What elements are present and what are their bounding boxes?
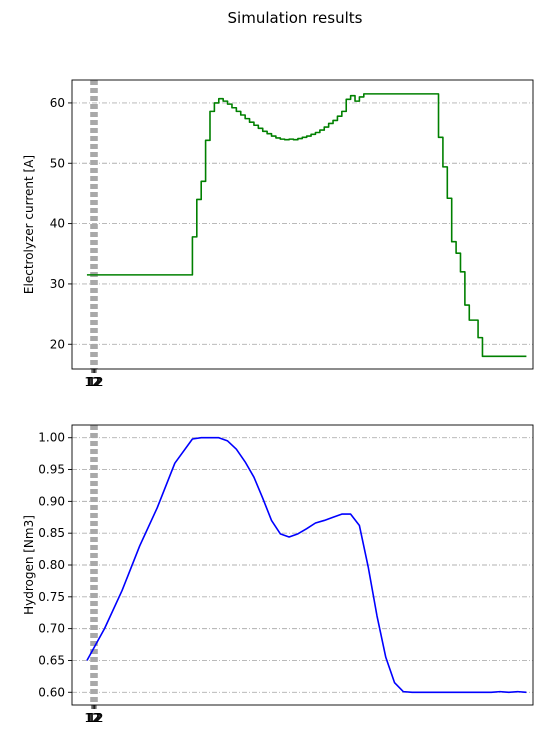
x-tick-label: 12 (86, 711, 101, 725)
series-line (86, 436, 527, 694)
x-tick-label: 12 (87, 375, 102, 389)
y-tick-label: 30 (50, 277, 65, 291)
y-tick-label: 0.60 (38, 685, 65, 699)
figure-title: Simulation results (228, 9, 363, 27)
x-tick-label: 12 (87, 711, 102, 725)
y-tick-label: 0.75 (38, 590, 65, 604)
x-tick-label: 12 (84, 711, 99, 725)
y-tick-label: 60 (50, 96, 65, 110)
y-axis-label: Hydrogen [Nm3] (22, 515, 36, 615)
y-tick-label: 50 (50, 156, 65, 170)
y-tick-label: 40 (50, 217, 65, 231)
x-tick-label: 12 (88, 375, 103, 389)
y-tick-label: 1.00 (38, 431, 65, 445)
y-tick-label: 20 (50, 337, 65, 351)
series-line (86, 93, 527, 358)
x-tick-label: 12 (86, 375, 101, 389)
x-tick-label: 12 (84, 375, 99, 389)
bottom-panel-hydrogen: 0.600.650.700.750.800.850.900.951.001212… (22, 424, 534, 725)
y-axis-label: Electrolyzer current [A] (22, 155, 36, 294)
y-tick-label: 0.95 (38, 463, 65, 477)
axes-frame (71, 79, 534, 370)
y-tick-label: 0.65 (38, 653, 65, 667)
x-tick-label: 12 (88, 711, 103, 725)
y-tick-label: 0.80 (38, 558, 65, 572)
y-tick-label: 0.70 (38, 622, 65, 636)
y-tick-label: 0.90 (38, 494, 65, 508)
y-tick-label: 0.85 (38, 526, 65, 540)
